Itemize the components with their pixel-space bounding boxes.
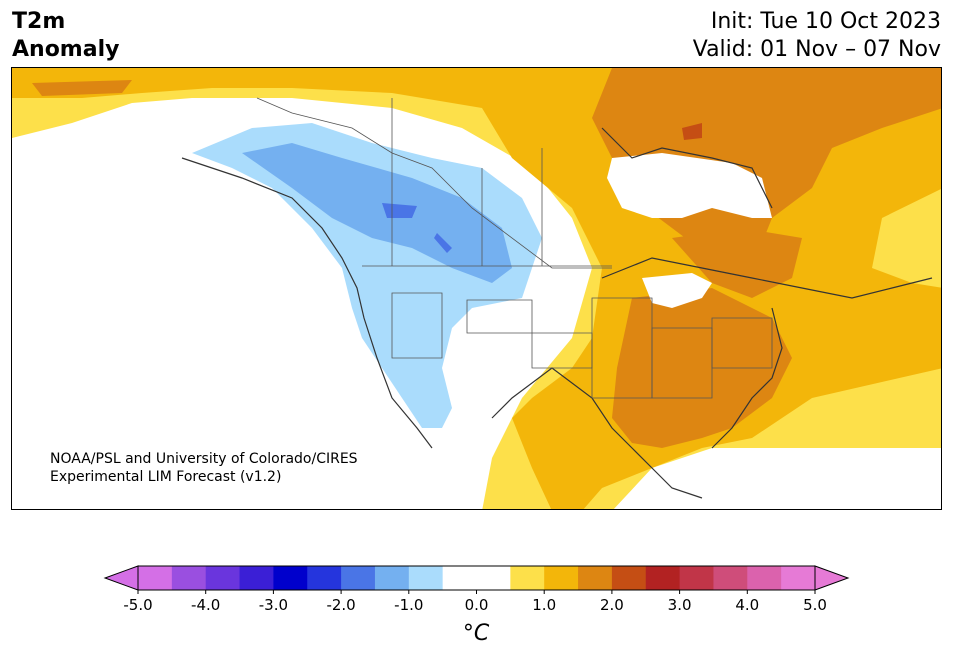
political-borders [256,97,773,399]
coastlines [181,127,933,499]
colorbar-tick-label: -1.0 [394,596,423,614]
colorbar-swatch [307,566,342,590]
colorbar-swatch [273,566,308,590]
credit-line-2: Experimental LIM Forecast (v1.2) [50,469,282,485]
colorbar-tick-label: -4.0 [191,596,220,614]
anomaly-region-plus2-5 [682,123,702,140]
colorbar-tick-label: 0.0 [465,596,489,614]
map-credit: NOAA/PSL and University of Colorado/CIRE… [50,450,358,486]
colorbar-tick-label: -2.0 [326,596,355,614]
colorbar-tick-label: -5.0 [123,596,152,614]
colorbar-swatch [408,566,444,590]
anomaly-region-minus2-a [382,203,417,218]
colorbar-swatch [239,566,274,590]
colorbar-tick-label: 2.0 [600,596,624,614]
colorbar-tick-label: 5.0 [803,596,827,614]
colorbar-swatch [713,566,748,590]
valid-period: Valid: 01 Nov – 07 Nov [692,37,941,62]
colorbar-swatch [645,566,681,590]
anomaly-map: NOAA/PSL and University of Colorado/CIRE… [11,67,942,510]
colorbar-swatch [578,566,613,590]
colorbar-swatch [510,566,545,590]
colorbar-svg: -5.0 -4.0 -3.0 -2.0 -1.0 0.0 1.0 2.0 3.0 4.0 5.0 °C [103,565,850,646]
colorbar-swatch [442,566,477,590]
colorbar-swatch [341,566,376,590]
variable-name: T2m [12,9,66,34]
colorbar-swatch [205,566,241,590]
map-canvas [12,68,941,509]
colorbar-tick-label: 1.0 [532,596,556,614]
colorbar-swatch [138,566,173,590]
colorbar-tick-label: -3.0 [259,596,288,614]
colorbar-extend-low [103,565,139,591]
colorbar: -5.0 -4.0 -3.0 -2.0 -1.0 0.0 1.0 2.0 3.0 4.0 5.0 °C [0,560,953,655]
variable-subtitle: Anomaly [12,37,120,62]
colorbar-swatch [374,566,410,590]
credit-line-1: NOAA/PSL and University of Colorado/CIRE… [50,451,358,467]
colorbar-swatch [747,566,782,590]
colorbar-swatch [476,566,511,590]
colorbar-tick-label: 3.0 [668,596,692,614]
colorbar-unit-label: °C [463,621,490,646]
colorbar-extend-high [814,565,850,591]
colorbar-swatch [781,566,816,590]
hudson-bay [607,153,772,218]
anomaly-region-minus2-b [434,233,452,253]
anomaly-region-plus2-quebec [672,228,802,298]
great-lakes [642,273,712,308]
colorbar-swatch [544,566,579,590]
colorbar-swatch [611,566,647,590]
map-variable-title: T2m Anomaly [12,8,119,64]
colorbar-swatch [171,566,207,590]
init-date: Init: Tue 10 Oct 2023 [710,9,941,34]
colorbar-swatch [679,566,714,590]
forecast-dates: Init: Tue 10 Oct 2023 Valid: 01 Nov – 07… [693,8,941,64]
anomaly-region-plus2-alaska [32,80,132,96]
colorbar-tick-label: 4.0 [735,596,759,614]
